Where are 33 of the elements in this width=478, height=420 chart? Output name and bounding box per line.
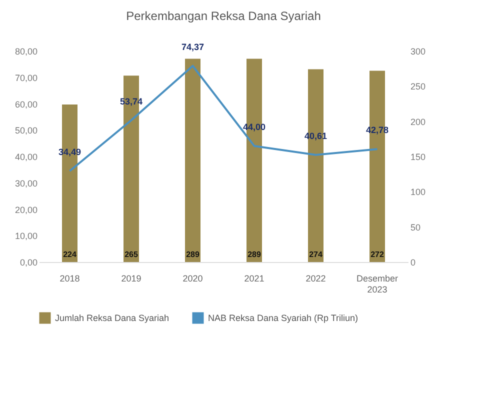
- data-label: 74,37: [181, 42, 204, 52]
- y-tick-label: 40,00: [14, 152, 38, 162]
- data-label: 289: [248, 250, 262, 259]
- data-label: 224: [63, 250, 77, 259]
- legend-label: NAB Reksa Dana Syariah (Rp Triliun): [208, 313, 358, 323]
- y2-tick-label: 150: [410, 152, 426, 162]
- x-tick-label: 2022: [306, 274, 326, 284]
- x-tick-label: Desember 2023: [356, 274, 398, 294]
- data-label: 272: [370, 250, 384, 259]
- y2-tick-label: 100: [410, 187, 426, 198]
- y-tick-label: 0,00: [20, 258, 38, 268]
- y-tick-label: 30,00: [14, 178, 38, 188]
- data-label: 265: [124, 250, 138, 259]
- y-tick-label: 20,00: [14, 204, 38, 215]
- data-label: 274: [309, 250, 323, 259]
- chart-title: Perkembangan Reksa Dana Syariah: [126, 8, 321, 23]
- x-tick-label: 2020: [182, 274, 203, 284]
- y-tick-label: 50,00: [14, 126, 38, 136]
- x-tick-label: 2021: [244, 274, 264, 284]
- y-tick-label: 70,00: [14, 72, 38, 83]
- y-tick-label: 80,00: [14, 46, 38, 56]
- bar: [185, 58, 200, 262]
- x-tick-label: 2019: [121, 274, 142, 284]
- y2-tick-label: 0: [410, 258, 416, 268]
- x-tick-label: 2018: [60, 274, 80, 284]
- y2-tick-label: 200: [410, 116, 426, 127]
- y2-tick-label: 300: [410, 46, 426, 56]
- data-label: 289: [186, 250, 200, 259]
- y-tick-label: 10,00: [14, 231, 38, 242]
- y2-tick-label: 50: [410, 222, 421, 232]
- y-tick-label: 60,00: [14, 99, 38, 110]
- legend-label: Jumlah Reksa Dana Syariah: [55, 313, 170, 323]
- y2-tick-label: 250: [410, 82, 426, 92]
